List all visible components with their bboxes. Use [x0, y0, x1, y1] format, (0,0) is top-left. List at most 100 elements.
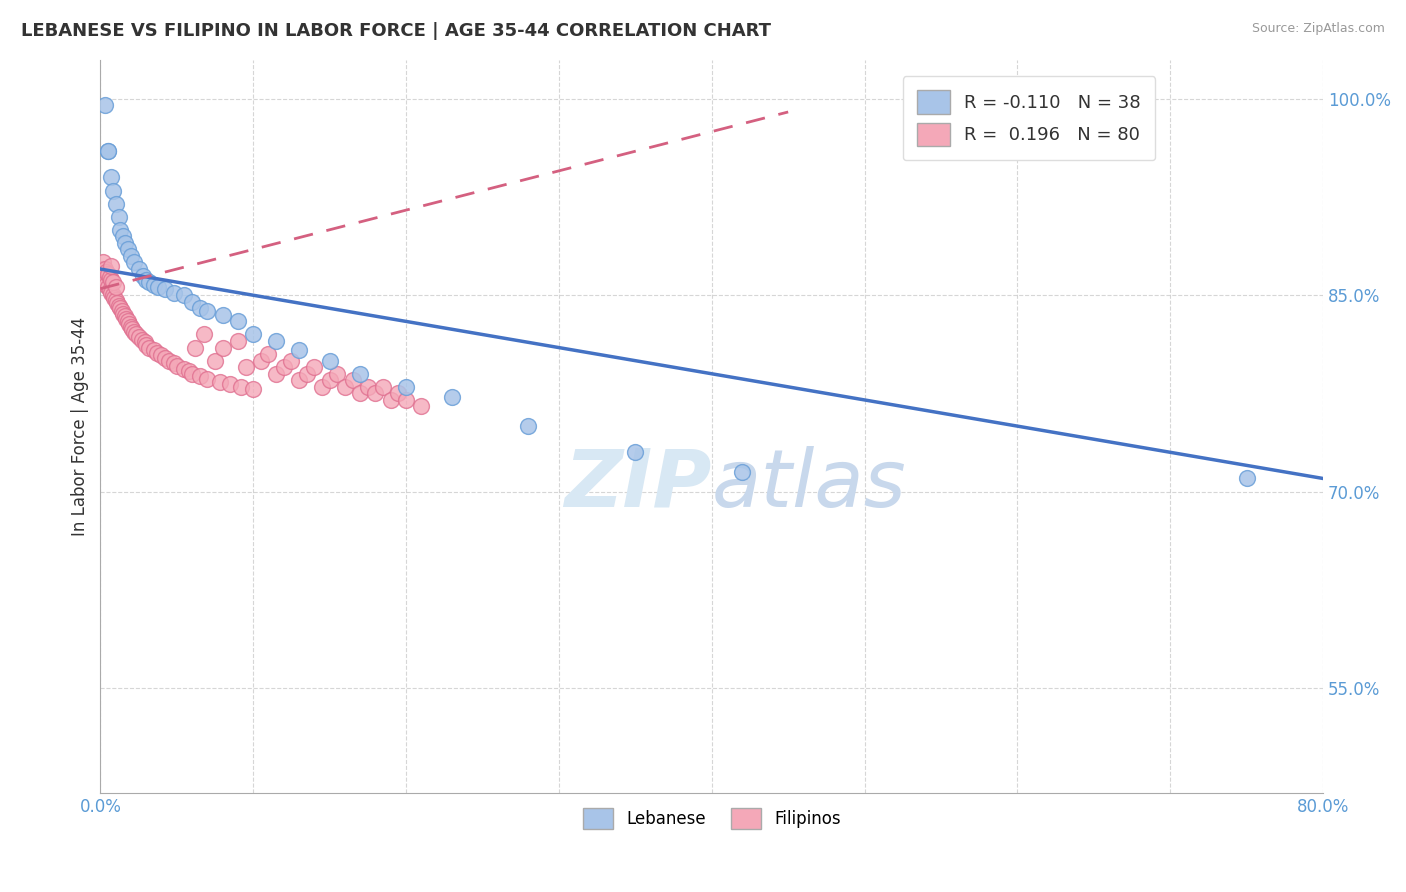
Point [242, 383, 264, 397]
Point [135, 338, 157, 352]
Point [100, 272, 122, 286]
Point [226, 314, 249, 328]
Point [100, 170, 122, 185]
Point [135, 272, 157, 286]
Point [264, 334, 287, 348]
Point [101, 288, 124, 302]
Point [118, 317, 141, 331]
Point [114, 309, 136, 323]
Point [195, 304, 218, 318]
Point [273, 360, 295, 375]
Point [1236, 471, 1258, 485]
Point [107, 210, 129, 224]
Text: ZIP: ZIP [564, 446, 711, 524]
Point [229, 380, 252, 394]
Point [110, 301, 132, 316]
Point [304, 360, 326, 375]
Text: LEBANESE VS FILIPINO IN LABOR FORCE | AGE 35-44 CORRELATION CHART: LEBANESE VS FILIPINO IN LABOR FORCE | AG… [21, 22, 770, 40]
Point [100, 260, 122, 274]
Point [103, 291, 125, 305]
Point [120, 319, 142, 334]
Point [349, 386, 371, 401]
Point [318, 353, 340, 368]
Point [105, 296, 128, 310]
Point [195, 372, 218, 386]
Point [181, 367, 204, 381]
Point [97, 280, 120, 294]
Point [98, 283, 121, 297]
Point [117, 314, 139, 328]
Point [235, 360, 257, 375]
Point [112, 307, 135, 321]
Point [132, 268, 155, 283]
Point [440, 390, 463, 404]
Point [364, 386, 387, 401]
Point [112, 229, 135, 244]
Text: Source: ZipAtlas.com: Source: ZipAtlas.com [1251, 22, 1385, 36]
Point [395, 392, 418, 407]
Point [101, 184, 124, 198]
Point [177, 364, 200, 378]
Point [173, 361, 195, 376]
Point [138, 341, 160, 355]
Point [280, 353, 302, 368]
Point [134, 335, 156, 350]
Point [96, 265, 118, 279]
Point [318, 373, 340, 387]
Point [264, 367, 287, 381]
Point [110, 223, 132, 237]
Point [357, 380, 380, 394]
Point [288, 373, 311, 387]
Point [193, 327, 215, 342]
Legend: Lebanese, Filipinos: Lebanese, Filipinos [576, 801, 848, 836]
Point [517, 419, 540, 434]
Point [188, 301, 211, 316]
Text: atlas: atlas [711, 446, 907, 524]
Point [90, 262, 112, 277]
Point [104, 196, 127, 211]
Point [153, 351, 176, 365]
Point [257, 347, 280, 361]
Y-axis label: In Labor Force | Age 35-44: In Labor Force | Age 35-44 [72, 317, 89, 536]
Point [204, 353, 226, 368]
Point [142, 343, 165, 358]
Point [163, 356, 186, 370]
Point [731, 465, 754, 479]
Point [181, 294, 204, 309]
Point [387, 386, 409, 401]
Point [121, 322, 143, 336]
Point [98, 269, 121, 284]
Point [122, 255, 145, 269]
Point [395, 380, 418, 394]
Point [94, 275, 117, 289]
Point [311, 380, 333, 394]
Point [115, 311, 138, 326]
Point [114, 235, 136, 250]
Point [226, 334, 249, 348]
Point [117, 243, 139, 257]
Point [146, 346, 169, 360]
Point [94, 262, 117, 277]
Point [142, 277, 165, 292]
Point [371, 380, 394, 394]
Point [131, 333, 153, 347]
Point [163, 285, 186, 300]
Point [326, 367, 349, 381]
Point [153, 282, 176, 296]
Point [97, 145, 120, 159]
Point [211, 308, 233, 322]
Point [93, 255, 115, 269]
Point [122, 325, 145, 339]
Point [349, 367, 371, 381]
Point [242, 327, 264, 342]
Point [128, 262, 150, 277]
Point [295, 367, 318, 381]
Point [219, 377, 242, 392]
Point [166, 359, 188, 373]
Point [411, 400, 433, 414]
Point [97, 145, 120, 159]
Point [173, 288, 195, 302]
Point [101, 275, 124, 289]
Point [94, 98, 117, 112]
Point [128, 330, 150, 344]
